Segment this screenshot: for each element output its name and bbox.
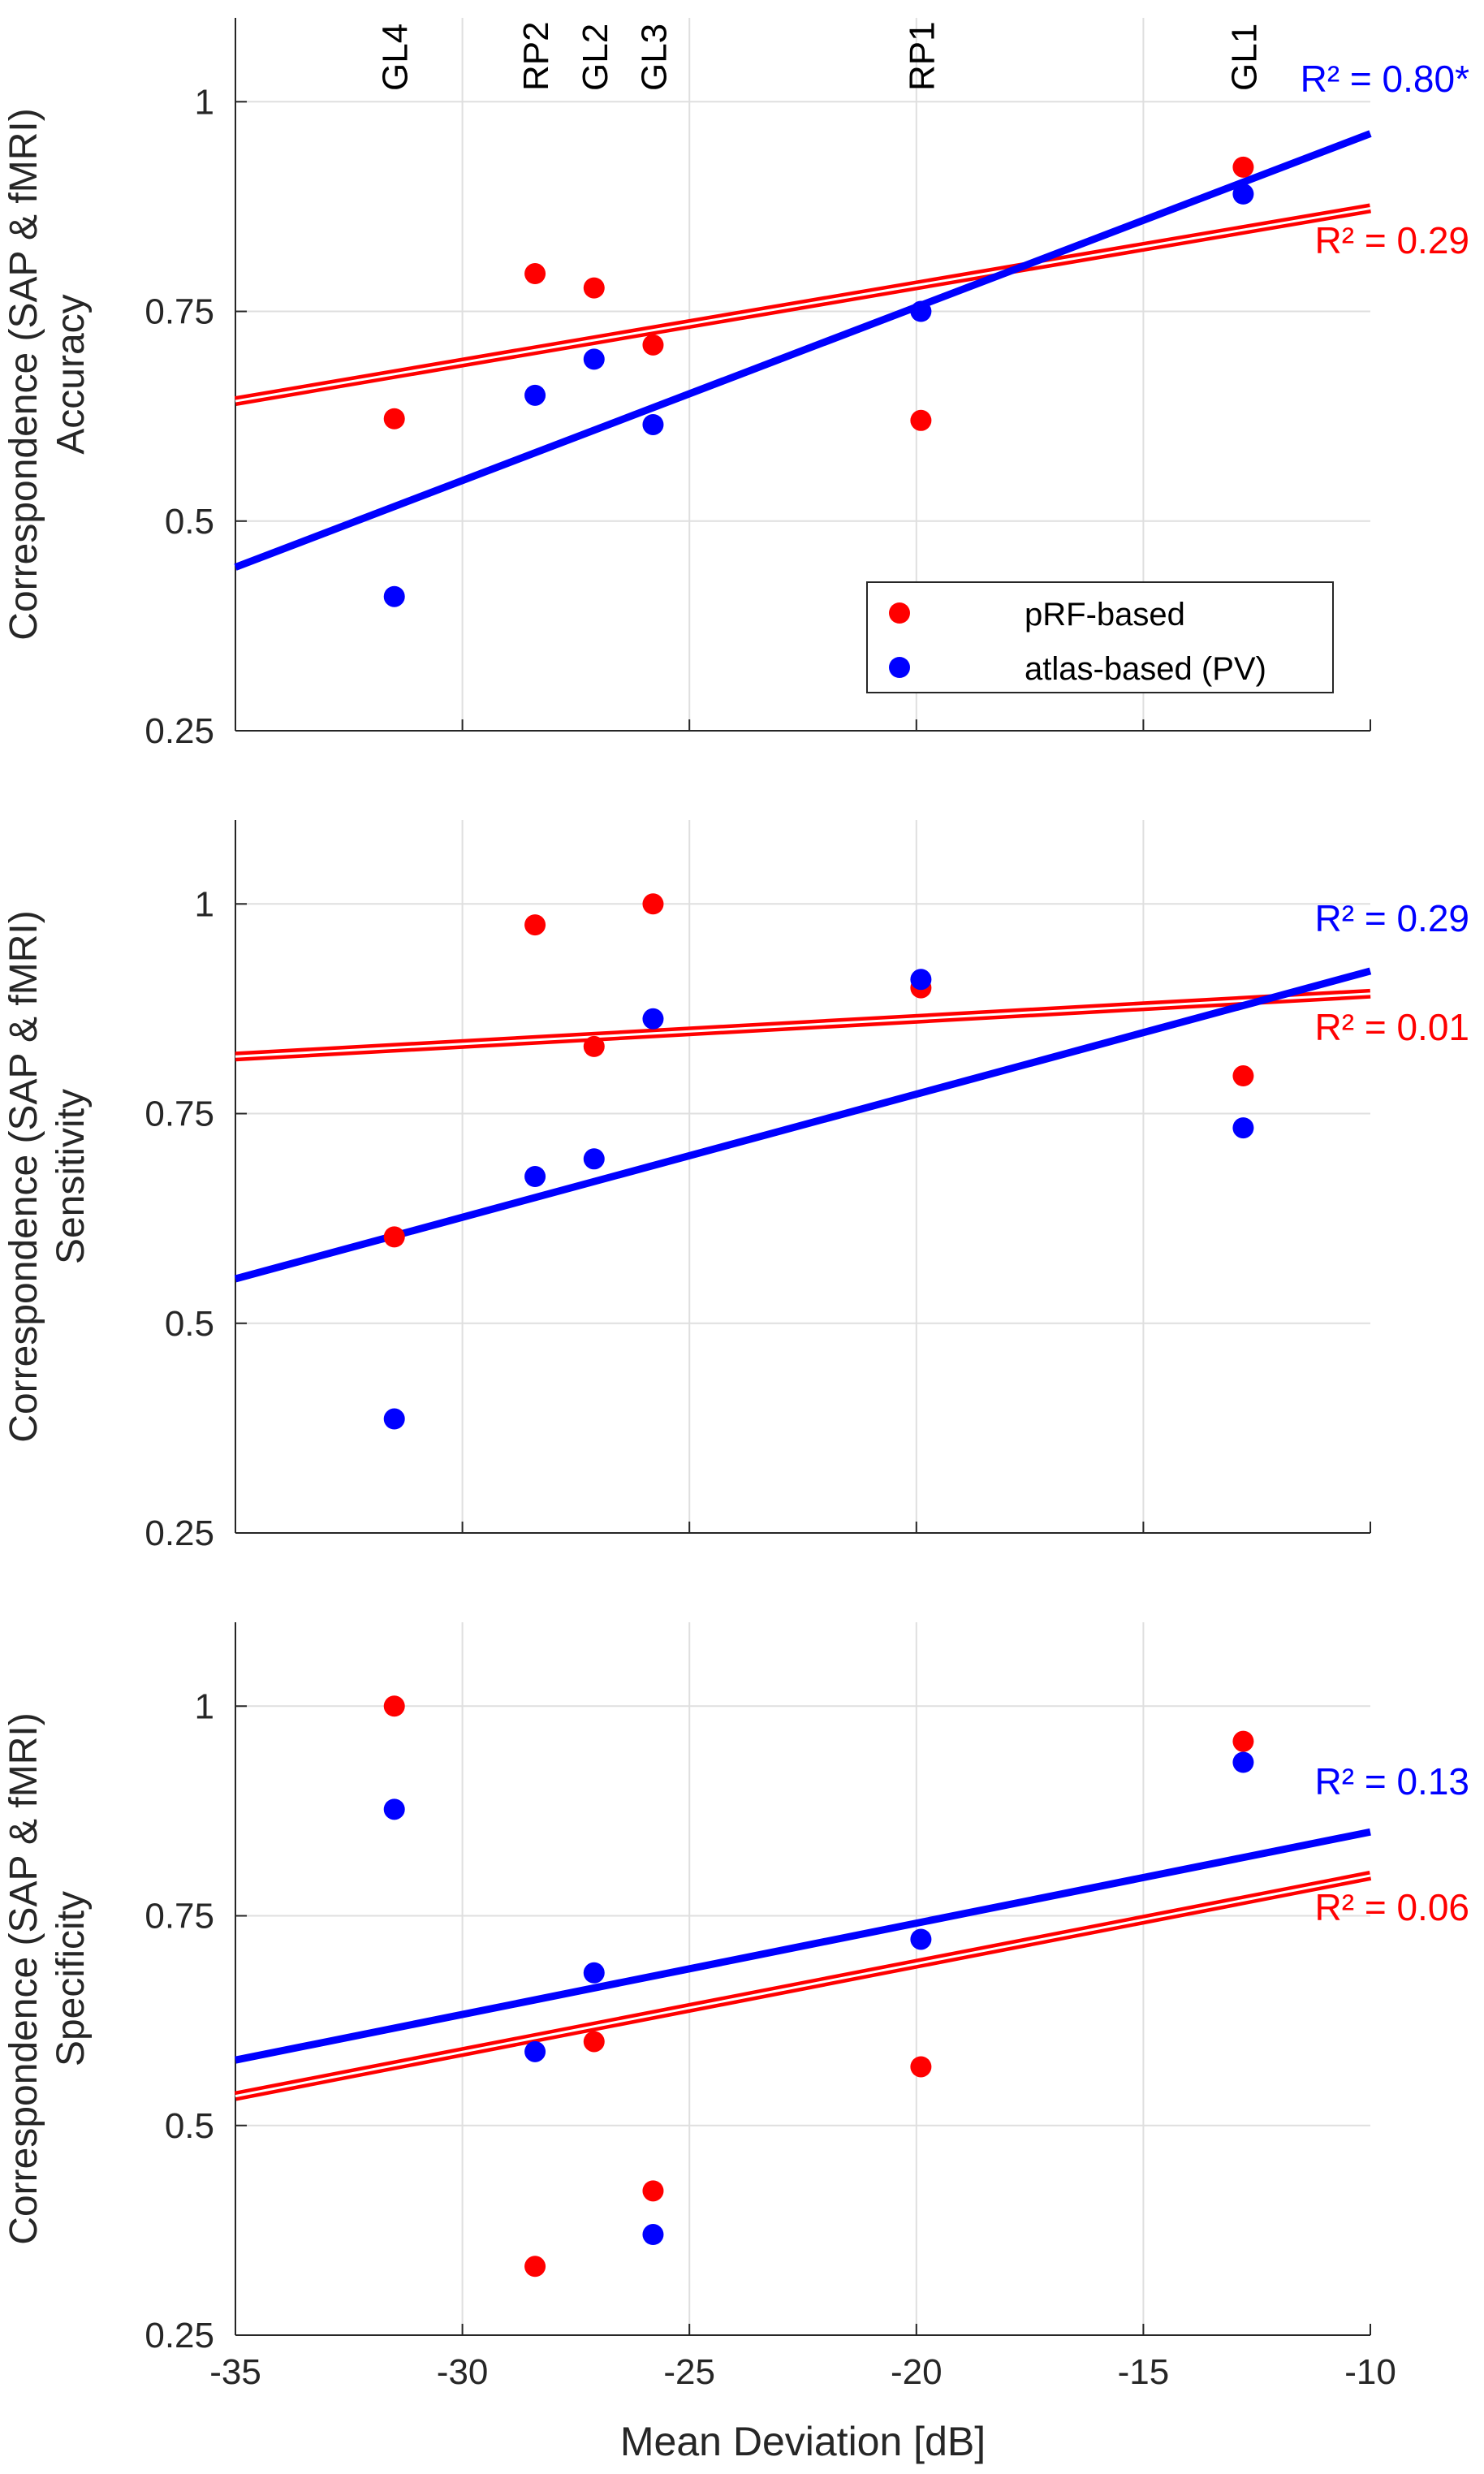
fit-line-prf-center: [235, 992, 1371, 1058]
data-point-prf: [524, 914, 546, 936]
y-tick-label: 0.5: [165, 502, 214, 542]
y-tick-label: 0.25: [145, 2316, 214, 2355]
y-axis-label: Correspondence (SAP & fMRI): [2, 910, 45, 1442]
data-point-atlas: [642, 2224, 664, 2246]
legend-label: atlas-based (PV): [1025, 651, 1266, 687]
data-point-prf: [583, 1035, 605, 1057]
fit-line-atlas: [235, 1828, 1371, 2064]
data-point-atlas: [642, 413, 664, 435]
fit-line-prf-center: [235, 206, 1371, 403]
data-point-prf: [910, 2056, 932, 2078]
data-point-atlas: [1232, 1751, 1254, 1773]
subject-label: GL3: [634, 24, 674, 91]
x-tick-label: -30: [437, 2352, 489, 2392]
legend-marker: [889, 657, 910, 678]
x-tick-label: -20: [891, 2352, 943, 2392]
data-point-atlas: [642, 1008, 664, 1030]
fit-line-atlas: [234, 967, 1372, 1283]
data-point-atlas: [383, 1798, 405, 1820]
y-tick-label: 0.25: [145, 711, 214, 751]
data-point-prf: [642, 334, 664, 356]
data-point-atlas: [583, 1148, 605, 1170]
fit-line-prf-center: [235, 1874, 1371, 2098]
data-point-atlas: [910, 300, 932, 322]
y-tick-label: 1: [195, 884, 214, 924]
data-point-prf: [383, 408, 405, 430]
r2-label: R² = 0.13: [1315, 1760, 1470, 1803]
y-axis-label-metric: Specificity: [50, 1891, 93, 2066]
legend-box: [866, 581, 1334, 693]
y-tick-label: 1: [195, 82, 214, 122]
r2-label: R² = 0.80*: [1301, 58, 1469, 100]
x-axis-label: Mean Deviation [dB]: [620, 2419, 986, 2464]
data-point-prf: [583, 2031, 605, 2053]
x-tick-label: -25: [663, 2352, 715, 2392]
data-point-prf: [524, 2256, 546, 2278]
subject-label: RP1: [902, 21, 942, 91]
y-tick-label: 1: [195, 1686, 214, 1726]
y-tick-label: 0.75: [145, 1095, 214, 1134]
data-point-prf: [1232, 1730, 1254, 1752]
y-axis-label: Correspondence (SAP & fMRI): [2, 1712, 45, 2244]
legend-marker: [889, 602, 910, 624]
data-point-atlas: [383, 585, 405, 607]
r2-label: R² = 0.29: [1315, 897, 1470, 939]
data-point-prf: [583, 277, 605, 299]
y-tick-label: 0.5: [165, 1304, 214, 1344]
data-point-atlas: [1232, 1117, 1254, 1139]
subject-label: GL4: [376, 24, 416, 91]
data-point-atlas: [583, 1962, 605, 1984]
y-tick-label: 0.75: [145, 292, 214, 332]
y-axis-label: Correspondence (SAP & fMRI): [2, 108, 45, 640]
x-tick-label: -10: [1344, 2352, 1396, 2392]
data-point-atlas: [1232, 183, 1254, 205]
data-point-atlas: [383, 1408, 405, 1430]
y-tick-label: 0.75: [145, 1897, 214, 1936]
r2-label: R² = 0.29: [1315, 219, 1470, 261]
y-tick-label: 0.5: [165, 2106, 214, 2146]
data-point-atlas: [583, 348, 605, 370]
data-point-prf: [383, 1695, 405, 1717]
r2-label: R² = 0.06: [1315, 1886, 1470, 1928]
subject-label: RP2: [516, 21, 556, 91]
subject-label: GL2: [576, 24, 615, 91]
data-point-atlas: [524, 1166, 546, 1187]
data-point-prf: [642, 2180, 664, 2202]
y-axis-label-metric: Accuracy: [50, 294, 93, 454]
y-tick-label: 0.25: [145, 1513, 214, 1553]
legend-label: pRF-based: [1025, 597, 1185, 633]
data-point-atlas: [910, 969, 932, 991]
data-point-atlas: [910, 1928, 932, 1950]
data-point-prf: [1232, 156, 1254, 178]
x-tick-label: -15: [1118, 2352, 1170, 2392]
r2-label: R² = 0.01: [1315, 1006, 1470, 1048]
data-point-prf: [642, 893, 664, 915]
data-point-prf: [1232, 1065, 1254, 1087]
y-axis-label-metric: Sensitivity: [50, 1089, 93, 1264]
data-point-prf: [524, 263, 546, 285]
subject-label: GL1: [1224, 24, 1264, 91]
data-point-prf: [910, 409, 932, 431]
data-point-atlas: [524, 2040, 546, 2062]
data-point-atlas: [524, 384, 546, 406]
x-tick-label: -35: [209, 2352, 261, 2392]
fit-line-atlas: [234, 130, 1372, 571]
data-point-prf: [383, 1226, 405, 1248]
